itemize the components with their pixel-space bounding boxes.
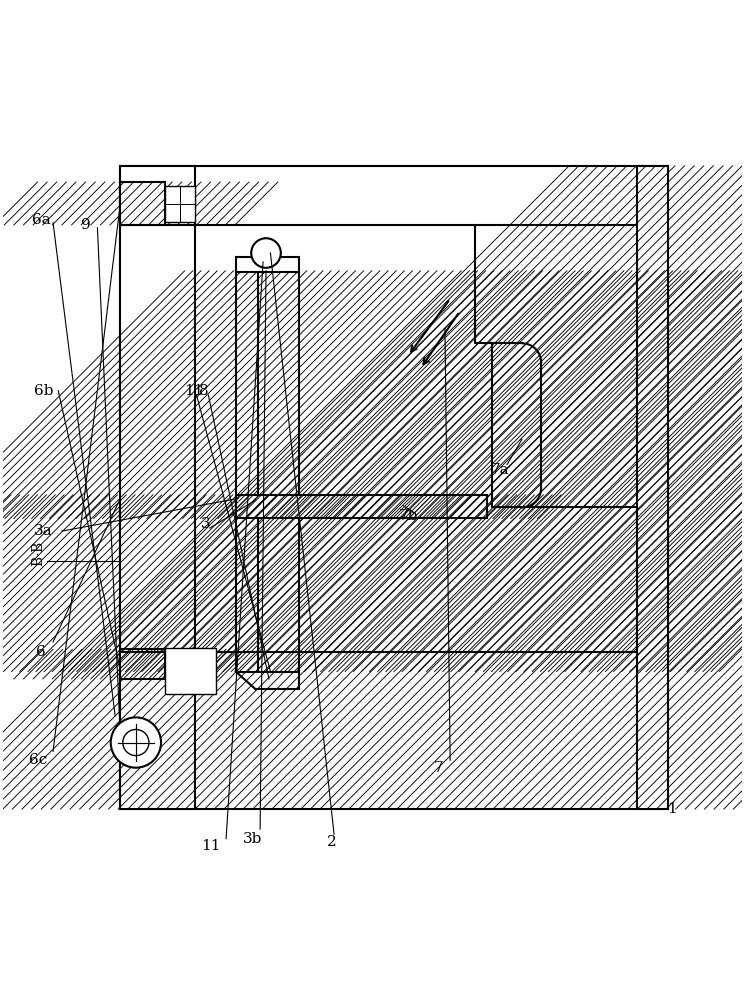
Bar	[235, 495, 487, 518]
Bar	[235, 257, 299, 272]
Bar	[165, 648, 216, 694]
Text: B-B: B-B	[31, 541, 45, 566]
Bar	[256, 271, 299, 672]
Text: 2: 2	[327, 835, 337, 849]
Bar	[235, 271, 258, 672]
Text: 3: 3	[201, 517, 211, 531]
Text: 11: 11	[184, 384, 203, 398]
Circle shape	[111, 717, 161, 768]
Bar	[120, 649, 165, 679]
Bar	[165, 186, 195, 222]
Text: 7b: 7b	[399, 509, 418, 523]
Bar	[120, 166, 668, 809]
Text: 6b: 6b	[34, 384, 53, 398]
Text: 6a: 6a	[32, 213, 51, 227]
Text: 3a: 3a	[34, 524, 53, 538]
Bar	[120, 182, 165, 225]
Text: 3b: 3b	[243, 832, 262, 846]
Bar	[637, 166, 668, 809]
Text: 7: 7	[434, 761, 444, 775]
Text: 9: 9	[80, 218, 90, 232]
Bar	[235, 495, 487, 518]
Text: 1: 1	[667, 802, 677, 816]
Text: 11: 11	[202, 839, 221, 853]
Bar	[637, 166, 668, 809]
Text: 8: 8	[199, 384, 209, 398]
Bar	[120, 182, 165, 225]
Circle shape	[251, 238, 281, 268]
Bar	[120, 166, 195, 809]
Bar	[256, 271, 299, 672]
Text: 6c: 6c	[29, 753, 48, 767]
Text: 6: 6	[37, 645, 46, 659]
Bar	[120, 649, 165, 679]
Text: 7a: 7a	[490, 463, 509, 477]
